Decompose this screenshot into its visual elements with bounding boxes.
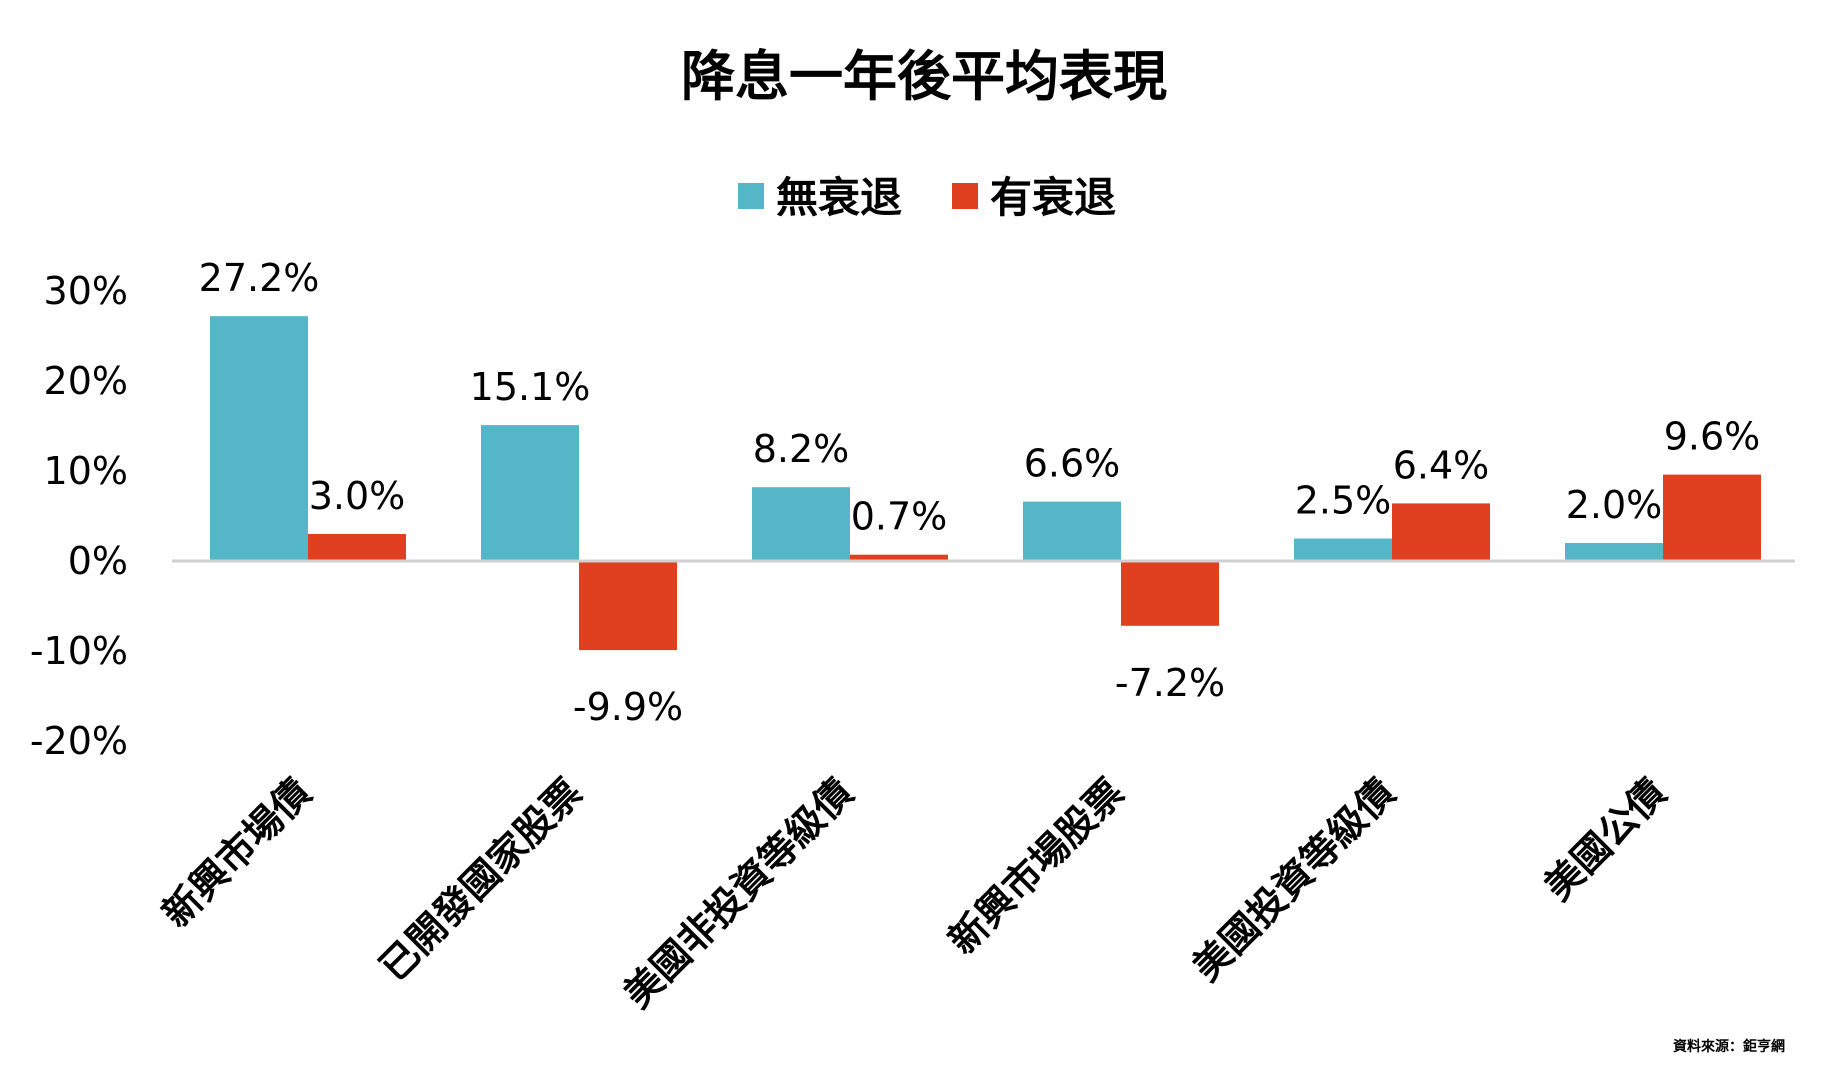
category-label: 新興市場股票 xyxy=(940,770,1132,962)
legend-label-no-recession: 無衰退 xyxy=(776,173,902,222)
data-label: 27.2% xyxy=(199,256,320,300)
bar-no-recession-2 xyxy=(752,487,850,561)
legend-swatch-no-recession xyxy=(738,183,764,209)
y-tick-label: 10% xyxy=(44,449,128,493)
bar-recession-1 xyxy=(579,561,677,651)
y-tick-label: -20% xyxy=(30,719,128,763)
category-label: 美國投資等級債 xyxy=(1184,770,1403,989)
y-tick-label: 0% xyxy=(68,539,128,583)
legend-label-recession: 有衰退 xyxy=(990,173,1116,222)
data-label: 9.6% xyxy=(1664,415,1761,459)
y-tick-label: 20% xyxy=(44,359,128,403)
category-label: 美國公債 xyxy=(1536,770,1675,909)
data-label: -7.2% xyxy=(1115,661,1225,705)
bar-recession-3 xyxy=(1121,561,1219,626)
category-labels: 新興市場債 已開發國家股票 美國非投資等級債 新興市場股票 美國投資等級債 美國公債 xyxy=(154,770,1674,1016)
data-label: 15.1% xyxy=(470,365,591,409)
data-label: 0.7% xyxy=(851,495,948,539)
data-labels: 27.2% 3.0% 15.1% -9.9% 8.2%0.7% 6.6% -7.2% 2.5%… xyxy=(199,256,1761,729)
bar-no-recession-5 xyxy=(1565,543,1663,561)
category-label: 已開發國家股票 xyxy=(371,770,590,989)
category-label: 美國非投資等級債 xyxy=(615,770,861,1016)
bar-recession-2 xyxy=(850,554,948,561)
source-note: 資料來源：鉅亨網 xyxy=(1673,1038,1785,1055)
data-label: 3.0% xyxy=(309,474,406,518)
y-tick-label: 30% xyxy=(44,269,128,313)
bars xyxy=(210,316,1761,651)
legend-swatch-recession xyxy=(952,183,978,209)
data-label: -9.9% xyxy=(573,685,683,729)
data-label: 2.5% xyxy=(1295,479,1392,523)
legend: 無衰退 有衰退 xyxy=(738,173,1116,222)
bar-recession-4 xyxy=(1392,503,1490,561)
data-label: 6.6% xyxy=(1024,442,1121,486)
data-label: 8.2% xyxy=(753,427,850,471)
bar-no-recession-4 xyxy=(1294,538,1392,561)
bar-no-recession-0 xyxy=(210,316,308,561)
bar-recession-0 xyxy=(308,534,406,561)
data-label: 2.0% xyxy=(1566,483,1663,527)
bar-no-recession-3 xyxy=(1023,501,1121,561)
bar-recession-5 xyxy=(1663,474,1761,561)
y-axis: 30% 20% 10% 0% -10% -20% xyxy=(30,269,128,763)
bar-no-recession-1 xyxy=(481,425,579,561)
category-label: 新興市場債 xyxy=(154,770,319,935)
chart-title: 降息一年後平均表現 xyxy=(681,45,1167,108)
y-tick-label: -10% xyxy=(30,629,128,673)
data-label: 6.4% xyxy=(1393,443,1490,487)
